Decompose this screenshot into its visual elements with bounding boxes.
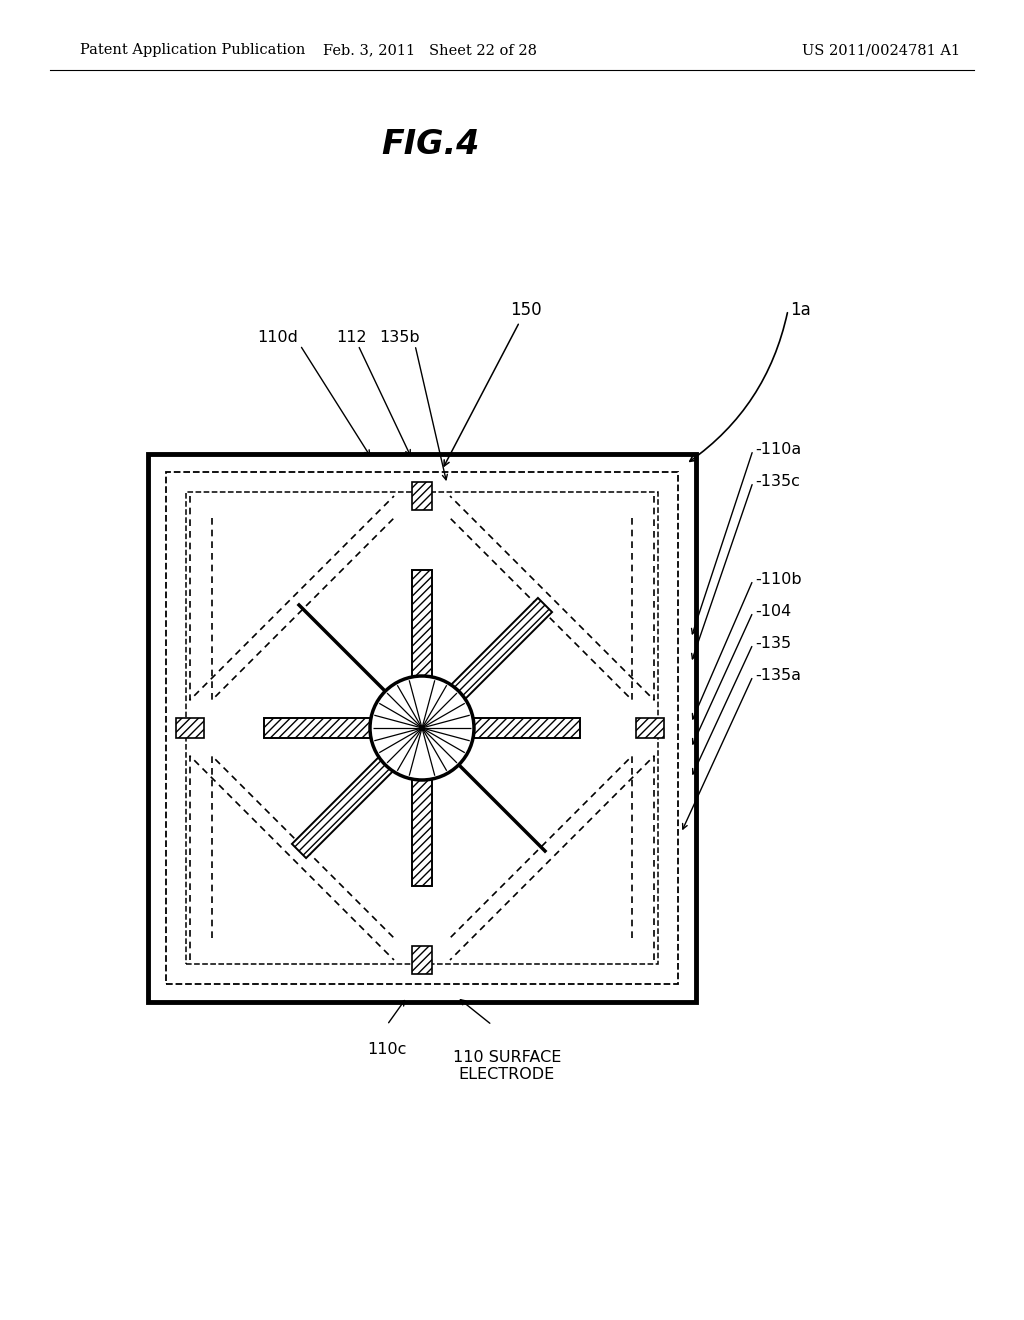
Text: -110b: -110b xyxy=(755,573,802,587)
Bar xyxy=(186,492,658,964)
Text: US 2011/0024781 A1: US 2011/0024781 A1 xyxy=(802,44,961,57)
Text: 150: 150 xyxy=(444,301,542,466)
Text: 135b: 135b xyxy=(380,330,420,345)
Bar xyxy=(412,482,432,510)
Bar xyxy=(176,718,204,738)
Polygon shape xyxy=(292,721,429,858)
Text: 1a: 1a xyxy=(790,301,811,319)
Text: 110d: 110d xyxy=(258,330,298,345)
Text: -135a: -135a xyxy=(755,668,801,684)
Polygon shape xyxy=(264,718,422,738)
Text: Feb. 3, 2011   Sheet 22 of 28: Feb. 3, 2011 Sheet 22 of 28 xyxy=(323,44,537,57)
Text: FIG.4: FIG.4 xyxy=(381,128,479,161)
Text: -135c: -135c xyxy=(755,474,800,490)
Bar xyxy=(148,454,696,1002)
Text: Patent Application Publication: Patent Application Publication xyxy=(80,44,305,57)
Text: -110a: -110a xyxy=(755,442,801,458)
Circle shape xyxy=(370,676,474,780)
Text: -104: -104 xyxy=(755,605,792,619)
Text: 110c: 110c xyxy=(368,1041,407,1057)
Polygon shape xyxy=(422,718,580,738)
Text: -135: -135 xyxy=(755,636,792,652)
Text: 112: 112 xyxy=(337,330,368,345)
Bar xyxy=(166,473,678,983)
Polygon shape xyxy=(412,729,432,886)
Polygon shape xyxy=(415,598,552,735)
Polygon shape xyxy=(412,570,432,729)
Bar xyxy=(412,946,432,974)
Bar xyxy=(636,718,664,738)
Text: 110 SURFACE
ELECTRODE: 110 SURFACE ELECTRODE xyxy=(453,1049,561,1082)
